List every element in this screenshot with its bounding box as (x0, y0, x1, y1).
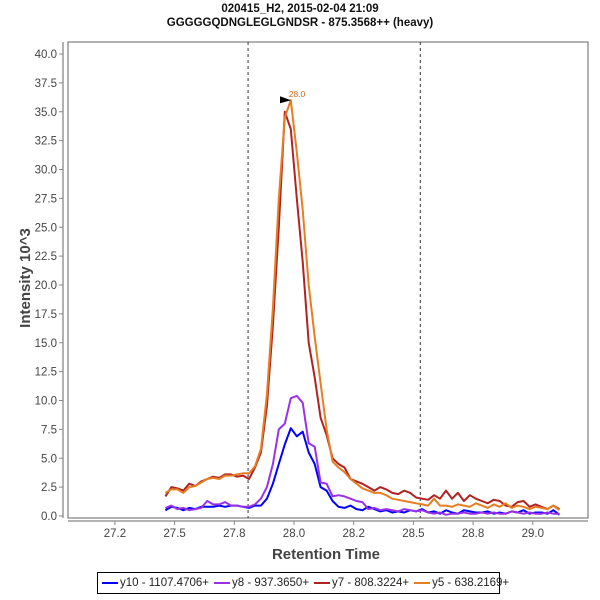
y-tick-label: 5.0 (41, 453, 57, 465)
legend-item: y7 - 808.3224+ (314, 577, 409, 589)
legend-item: y5 - 638.2169+ (414, 577, 509, 589)
legend-label: y8 - 937.3650+ (232, 577, 310, 589)
x-tick-label: 29.0 (522, 528, 544, 540)
y-tick-label: 2.5 (41, 482, 57, 494)
series-line-y8 (165, 394, 560, 516)
legend-swatch (214, 582, 230, 584)
x-tick-label: 28.5 (402, 528, 424, 540)
y-tick-label: 37.5 (35, 78, 57, 90)
x-tick-label: 28.0 (283, 528, 305, 540)
legend-item: y10 - 1107.4706+ (102, 577, 209, 589)
series-line-y5 (164, 99, 561, 511)
x-tick-label: 27.8 (223, 528, 245, 540)
y-tick-label: 15.0 (35, 338, 57, 350)
y-tick-label: 7.5 (41, 424, 57, 436)
y-tick-label: 32.5 (35, 136, 57, 148)
y-tick-label: 22.5 (35, 251, 57, 263)
y-tick-label: 0.0 (41, 511, 57, 523)
y-tick-label: 25.0 (35, 222, 57, 234)
y-tick-label: 30.0 (35, 165, 57, 177)
y-tick-label: 20.0 (35, 280, 57, 292)
x-axis-label: Retention Time (272, 546, 380, 563)
legend-swatch (102, 582, 118, 584)
legend-label: y7 - 808.3224+ (332, 577, 410, 589)
series-line-y7 (164, 110, 560, 511)
y-axis-label: Intensity 10^3 (17, 228, 34, 328)
plot-area-frame (67, 41, 589, 519)
legend-swatch (414, 582, 431, 584)
peak-marker-arrow-icon (280, 96, 291, 104)
chart-subtitle: GGGGGQDNGLEGLGNDSR - 875.3568++ (heavy) (166, 17, 434, 29)
legend-label: y10 - 1107.4706+ (120, 577, 209, 589)
x-tick-label: 28.8 (462, 528, 484, 540)
y-tick-label: 40.0 (35, 49, 57, 61)
y-tick-label: 27.5 (35, 193, 57, 205)
y-tick-label: 10.0 (35, 396, 57, 408)
peak-annotation-label: 28.0 (289, 89, 306, 99)
x-tick-label: 28.2 (343, 528, 365, 540)
legend: y10 - 1107.4706+ y8 - 937.3650+ y7 - 808.3… (97, 572, 509, 594)
y-tick-label: 12.5 (35, 367, 57, 379)
chart-title: 020415_H2, 2015-02-04 21:09 (221, 3, 379, 15)
legend-swatch (314, 582, 331, 584)
x-tick-label: 27.2 (104, 528, 126, 540)
y-tick-label: 17.5 (35, 309, 57, 321)
legend-item: y8 - 937.3650+ (214, 577, 309, 589)
x-tick-label: 27.5 (163, 528, 185, 540)
legend-label: y5 - 638.2169+ (432, 577, 510, 589)
y-tick-label: 35.0 (35, 107, 57, 119)
